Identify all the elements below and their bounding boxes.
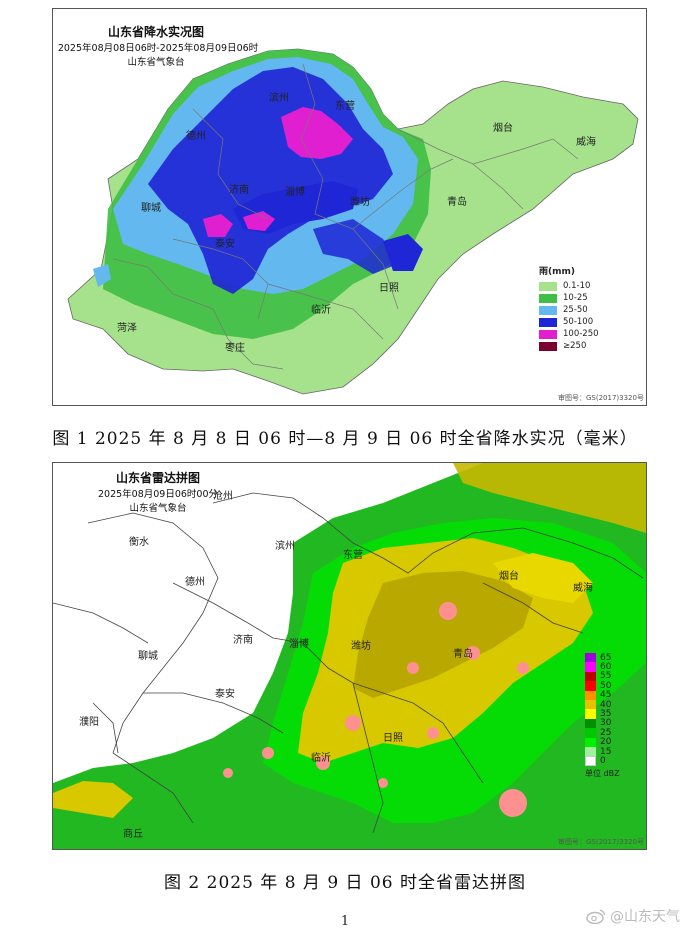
city-label: 泰安 [215, 239, 235, 250]
city-label: 潍坊 [351, 641, 371, 652]
map1-title: 山东省降水实况图 [107, 25, 204, 39]
weibo-watermark: @山东天气 [586, 906, 680, 926]
legend-item: 50-100 [539, 316, 599, 328]
city-label: 日照 [379, 283, 399, 294]
scale-step: 40 [585, 700, 620, 710]
map2-title: 山东省雷达拼图 [115, 471, 200, 485]
weibo-icon [586, 909, 606, 924]
city-label: 菏泽 [117, 323, 137, 334]
dbz-color-scale: 65 60 55 50 45 40 35 30 25 20 15 0 单位 dB… [585, 653, 620, 779]
precipitation-map-graphic [67, 48, 639, 395]
legend-title: 雨(mm) [539, 267, 575, 277]
scale-step: 35 [585, 709, 620, 719]
city-label: 烟台 [493, 123, 513, 134]
city-label: 青岛 [453, 649, 473, 660]
city-label: 枣庄 [225, 343, 245, 354]
city-label: 东营 [343, 550, 363, 561]
city-label: 东营 [335, 101, 355, 112]
city-label: 烟台 [499, 571, 519, 582]
scale-step: 65 [585, 653, 620, 663]
city-label: 德州 [186, 131, 206, 142]
map1-period: 2025年08月08日06时-2025年08月09日06时 [57, 43, 259, 54]
map1-agency: 山东省气象台 [127, 57, 185, 68]
city-label: 商丘 [123, 829, 143, 840]
legend-item: ≥250 [539, 340, 599, 352]
legend-item: 25-50 [539, 304, 599, 316]
city-label: 滨州 [269, 93, 289, 104]
scale-step: 60 [585, 662, 620, 672]
city-label: 沧州 [213, 491, 233, 502]
map2-time: 2025年08月09日06时00分 [97, 489, 219, 500]
legend-item: 0.1-10 [539, 280, 599, 292]
radar-mosaic-map: 山东省雷达拼图 2025年08月09日06时00分 山东省气象台 沧州 衡水 滨… [52, 462, 647, 850]
city-label: 潍坊 [350, 197, 370, 208]
city-label: 滨州 [275, 541, 295, 552]
city-label: 衡水 [129, 537, 149, 548]
city-label: 青岛 [447, 197, 467, 208]
watermark-text: @山东天气 [610, 909, 680, 925]
figure2-caption: 图 2 2025 年 8 月 9 日 06 时全省雷达拼图 [164, 873, 526, 893]
radar-mosaic-graphic [53, 463, 646, 849]
scale-step: 55 [585, 671, 620, 681]
scale-unit: 单位 dBZ [585, 768, 620, 778]
city-label: 威海 [576, 137, 596, 148]
city-label: 临沂 [311, 753, 331, 764]
scale-step: 45 [585, 690, 620, 700]
city-label: 济南 [229, 185, 249, 196]
map1-review-number: 审图号：GS(2017)3320号 [558, 394, 644, 402]
city-label: 淄博 [285, 187, 305, 198]
city-label: 日照 [383, 733, 403, 744]
page-number: 1 [340, 914, 350, 929]
map2-agency: 山东省气象台 [129, 503, 187, 514]
city-label: 泰安 [215, 689, 235, 700]
precipitation-map: 山东省降水实况图 2025年08月08日06时-2025年08月09日06时 山… [52, 8, 647, 406]
scale-step: 15 [585, 747, 620, 757]
scale-step: 20 [585, 737, 620, 747]
city-label: 淄博 [289, 639, 309, 650]
scale-step: 25 [585, 728, 620, 738]
precipitation-legend: 雨(mm) 0.1-10 10-25 25-50 50-100 100-250 … [539, 264, 599, 352]
city-label: 济南 [233, 635, 253, 646]
legend-item: 10-25 [539, 292, 599, 304]
map2-review-number: 审图号：GS(2017)3320号 [558, 838, 644, 846]
figure1-caption: 图 1 2025 年 8 月 8 日 06 时—8 月 9 日 06 时全省降水… [52, 429, 638, 449]
city-label: 威海 [573, 583, 593, 594]
city-label: 聊城 [138, 651, 158, 662]
scale-step: 50 [585, 681, 620, 691]
city-label: 聊城 [141, 203, 161, 214]
city-label: 德州 [185, 577, 205, 588]
legend-item: 100-250 [539, 328, 599, 340]
city-label: 临沂 [311, 305, 331, 316]
city-label: 濮阳 [79, 717, 99, 728]
scale-step: 30 [585, 718, 620, 728]
scale-step: 0 [585, 756, 620, 766]
